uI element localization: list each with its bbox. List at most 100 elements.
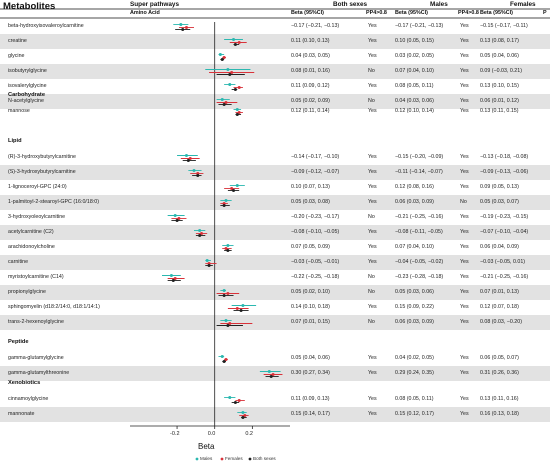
beta-both-value: 0.05 (0.02, 0.10)	[291, 289, 330, 295]
estimate-point-m	[198, 229, 202, 232]
pp4-both-value: No	[368, 289, 375, 295]
col-beta-both: Beta (95%CI)	[291, 10, 324, 16]
estimate-point-b	[175, 219, 179, 222]
row-shade	[0, 64, 550, 79]
beta-females-value: −0.21 (−0.25, −0.16)	[480, 274, 529, 280]
metabolite-label: trans-2-hexenoylglycine	[8, 319, 64, 325]
metabolite-label: acetylcarnitine (C2)	[8, 229, 54, 235]
pp4-males-value: Yes	[460, 38, 469, 44]
estimate-point-b	[228, 73, 232, 76]
beta-males-value: 0.06 (0.03, 0.09)	[395, 199, 434, 205]
estimate-point-f	[237, 399, 241, 402]
metabolite-label: gamma-glutamylglycine	[8, 355, 64, 361]
beta-both-value: 0.15 (0.14, 0.17)	[291, 411, 330, 417]
beta-males-value: 0.08 (0.05, 0.11)	[395, 396, 434, 402]
metabolite-label: sphingomyelin (d18:2/14:0, d18:1/14:1)	[8, 304, 100, 310]
beta-females-value: 0.06 (0.01, 0.12)	[480, 98, 519, 104]
metabolite-label: glycine	[8, 53, 25, 59]
estimate-point-f	[237, 111, 241, 114]
pp4-both-value: Yes	[368, 396, 377, 402]
pp4-males-value: Yes	[460, 411, 469, 417]
pp4-males-value: Yes	[460, 154, 469, 160]
estimate-point-m	[222, 289, 226, 292]
beta-females-value: 0.16 (0.13, 0.18)	[480, 411, 519, 417]
row-shade	[0, 366, 550, 381]
pp4-males-value: Yes	[460, 68, 469, 74]
metabolite-label: myristoylcarnitine (C14)	[8, 274, 64, 280]
col-pp4-both: PP4>0.8	[366, 10, 387, 16]
legend-swatch	[248, 457, 252, 461]
beta-males-value: 0.05 (0.03, 0.06)	[395, 289, 434, 295]
metabolite-label: 3-hydroxyoleoylcarnitine	[8, 214, 66, 220]
pp4-males-value: No	[460, 199, 467, 205]
estimate-point-m	[235, 184, 239, 187]
estimate-point-m	[192, 169, 196, 172]
pp4-males-value: Yes	[460, 214, 469, 220]
both-sexes-header: Both sexes	[333, 1, 368, 8]
beta-males-value: 0.29 (0.24, 0.35)	[395, 370, 434, 376]
estimate-point-m	[179, 23, 183, 26]
estimate-point-b	[171, 279, 175, 282]
pp4-males-value: Yes	[460, 396, 469, 402]
estimate-point-b	[226, 249, 230, 252]
estimate-point-m	[205, 259, 209, 262]
estimate-point-f	[228, 322, 232, 325]
beta-both-value: −0.20 (−0.23, −0.17)	[291, 214, 340, 220]
beta-males-value: −0.17 (−0.21, −0.13)	[395, 23, 444, 29]
estimate-point-m	[241, 411, 245, 414]
beta-males-value: 0.10 (0.05, 0.15)	[395, 38, 434, 44]
beta-males-value: 0.04 (0.02, 0.05)	[395, 355, 434, 361]
pp4-both-value: Yes	[368, 108, 377, 114]
estimate-point-b	[235, 113, 239, 116]
estimate-point-m	[226, 244, 230, 247]
beta-both-value: 0.07 (0.05, 0.09)	[291, 244, 330, 250]
beta-females-value: 0.05 (0.04, 0.06)	[480, 53, 519, 59]
estimate-point-b	[226, 324, 230, 327]
estimate-point-b	[198, 234, 202, 237]
pp4-males-value: Yes	[460, 289, 469, 295]
estimate-point-m	[220, 98, 224, 101]
legend-swatch	[195, 457, 199, 461]
beta-males-value: 0.03 (0.02, 0.05)	[395, 53, 434, 59]
pp4-males-value: Yes	[460, 244, 469, 250]
metabolite-label: (S)-3-hydroxybutyrylcarnitine	[8, 169, 76, 175]
pp4-both-value: No	[368, 214, 375, 220]
pp4-males-value: Yes	[460, 184, 469, 190]
metabolite-label: gamma-glutamylthreonine	[8, 370, 70, 376]
estimate-point-b	[222, 360, 226, 363]
beta-both-value: −0.14 (−0.17, −0.10)	[291, 154, 340, 160]
estimate-point-b	[196, 174, 200, 177]
estimate-point-f	[200, 232, 204, 235]
estimate-point-b	[241, 416, 245, 419]
beta-females-value: 0.12 (0.07, 0.18)	[480, 304, 519, 310]
females-header: Females	[510, 1, 536, 8]
beta-males-value: 0.08 (0.05, 0.11)	[395, 83, 434, 89]
estimate-point-m	[267, 370, 271, 373]
group-label-carbohydrate: Carbohydrate	[8, 92, 45, 98]
beta-males-value: 0.15 (0.09, 0.22)	[395, 304, 434, 310]
table-title: Metabolites	[3, 1, 56, 12]
beta-females-value: −0.19 (−0.23, −0.15)	[480, 214, 529, 220]
estimate-point-f	[224, 247, 228, 250]
estimate-point-f	[235, 307, 239, 310]
estimate-point-f	[243, 414, 247, 417]
beta-both-value: −0.03 (−0.05, −0.01)	[291, 259, 340, 265]
row-shade	[0, 255, 550, 270]
beta-both-value: 0.11 (0.09, 0.13)	[291, 396, 330, 402]
beta-males-value: 0.06 (0.03, 0.09)	[395, 319, 434, 325]
beta-females-value: 0.08 (0.03, −0.20)	[480, 319, 522, 325]
x-axis-label: Beta	[198, 442, 215, 451]
group-label-peptide: Peptide	[8, 339, 29, 345]
estimate-point-b	[181, 28, 185, 31]
col-beta-males: Beta (95%CI)	[395, 10, 428, 16]
group-label-lipid: Lipid	[8, 138, 22, 144]
x-tick-label: -0.2	[170, 431, 180, 437]
legend-swatch	[220, 457, 224, 461]
beta-females-value: 0.06 (0.04, 0.09)	[480, 244, 519, 250]
row-shade	[0, 315, 550, 330]
estimate-point-b	[232, 189, 236, 192]
beta-both-value: 0.12 (0.11, 0.14)	[291, 108, 330, 114]
pp4-males-value: Yes	[460, 83, 469, 89]
pp4-both-value: Yes	[368, 370, 377, 376]
